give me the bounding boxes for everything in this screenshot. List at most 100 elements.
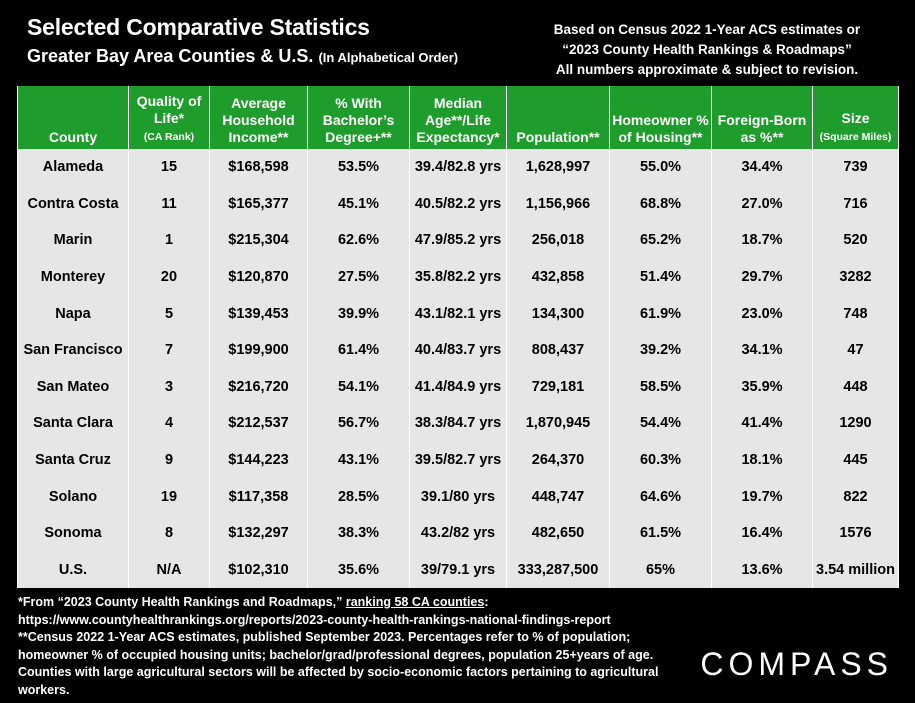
cell-homeowner: 61.9% [609, 295, 712, 332]
cell-homeowner: 51.4% [609, 258, 712, 296]
cell-foreign: 18.7% [711, 222, 813, 259]
cell-size: 520 [812, 222, 899, 259]
cell-bachelors: 43.1% [307, 441, 410, 479]
cell-size: 445 [812, 441, 899, 479]
cell-homeowner: 55.0% [609, 149, 712, 186]
cell-county: Monterey [17, 258, 129, 296]
cell-income: $132,297 [209, 514, 308, 552]
cell-income: $212,537 [209, 405, 308, 442]
table-row: Monterey 20 $120,870 27.5% 35.8/82.2 yrs 432,… [17, 258, 899, 296]
cell-foreign: 23.0% [711, 295, 813, 332]
cell-homeowner: 58.5% [609, 368, 712, 406]
cell-county: U.S. [17, 551, 129, 589]
table-row: Santa Clara 4 $212,537 56.7% 38.3/84.7 yrs 1,… [17, 405, 899, 442]
table-row: Alameda 15 $168,598 53.5% 39.4/82.8 yrs 1,628… [17, 149, 899, 186]
cell-homeowner: 54.4% [609, 405, 712, 442]
cell-quality: 15 [128, 149, 210, 186]
stats-table: County Quality of Life* (CA Rank) Average… [17, 86, 899, 589]
cell-age: 40.4/83.7 yrs [409, 331, 507, 369]
header-income: Average Household Income** [209, 86, 308, 149]
footnote-1-suffix: : [484, 595, 489, 609]
cell-homeowner: 68.8% [609, 185, 712, 223]
subtitle-text: Greater Bay Area Counties & U.S. [27, 46, 314, 66]
cell-homeowner: 65% [609, 551, 712, 589]
footnote-url: https://www.countyhealthrankings.org/rep… [18, 612, 611, 627]
cell-bachelors: 38.3% [307, 514, 410, 552]
cell-quality: 4 [128, 405, 210, 442]
table-row: U.S. N/A $102,310 35.6% 39/79.1 yrs 333,287,5… [17, 551, 899, 589]
cell-population: 482,650 [506, 514, 610, 552]
table-header-row: County Quality of Life* (CA Rank) Average… [17, 86, 899, 149]
cell-homeowner: 64.6% [609, 478, 712, 515]
cell-population: 432,858 [506, 258, 610, 296]
header-quality: Quality of Life* (CA Rank) [128, 86, 210, 149]
cell-bachelors: 39.9% [307, 295, 410, 332]
page-title: Selected Comparative Statistics [27, 14, 370, 40]
cell-quality: N/A [128, 551, 210, 589]
cell-quality: 7 [128, 331, 210, 369]
cell-bachelors: 35.6% [307, 551, 410, 589]
header-foreign: Foreign-Born as %** [711, 86, 813, 149]
cell-bachelors: 53.5% [307, 149, 410, 186]
cell-age: 39.1/80 yrs [409, 478, 507, 515]
table-row: Contra Costa 11 $165,377 45.1% 40.5/82.2 yrs… [17, 185, 899, 223]
cell-quality: 9 [128, 441, 210, 479]
table-row: Napa 5 $139,453 39.9% 43.1/82.1 yrs 134,300 61… [17, 295, 899, 332]
source-note: Based on Census 2022 1-Year ACS estimate… [527, 20, 887, 80]
footnotes: *From “2023 County Health Rankings and R… [18, 594, 678, 699]
cell-quality: 3 [128, 368, 210, 406]
cell-population: 264,370 [506, 441, 610, 479]
table-row: San Mateo 3 $216,720 54.1% 41.4/84.9 yrs 729,… [17, 368, 899, 406]
cell-size: 716 [812, 185, 899, 223]
source-note-line3: All numbers approximate & subject to rev… [555, 62, 859, 77]
cell-bachelors: 61.4% [307, 331, 410, 369]
footnote-1-link[interactable]: ranking 58 CA counties [345, 595, 485, 609]
table-row: San Francisco 7 $199,900 61.4% 40.4/83.7 yrs… [17, 331, 899, 369]
cell-quality: 8 [128, 514, 210, 552]
cell-homeowner: 65.2% [609, 222, 712, 259]
cell-income: $102,310 [209, 551, 308, 589]
cell-income: $144,223 [209, 441, 308, 479]
header-population: Population** [506, 86, 610, 149]
footnote-1: *From “2023 County Health Rankings and R… [18, 594, 678, 612]
cell-age: 35.8/82.2 yrs [409, 258, 507, 296]
cell-bachelors: 54.1% [307, 368, 410, 406]
cell-income: $139,453 [209, 295, 308, 332]
table-body: Alameda 15 $168,598 53.5% 39.4/82.8 yrs 1,628… [17, 149, 899, 589]
table-row: Sonoma 8 $132,297 38.3% 43.2/82 yrs 482,650 61… [17, 514, 899, 552]
cell-age: 39.5/82.7 yrs [409, 441, 507, 479]
footnote-1-prefix: *From “2023 County Health Rankings and R… [18, 595, 346, 609]
cell-homeowner: 60.3% [609, 441, 712, 479]
source-note-line2: “2023 County Health Rankings & Roadmaps” [562, 42, 852, 57]
cell-population: 729,181 [506, 368, 610, 406]
cell-size: 1576 [812, 514, 899, 552]
page-subtitle: Greater Bay Area Counties & U.S. (In Alp… [27, 42, 458, 72]
header-county: County [17, 86, 129, 149]
cell-quality: 19 [128, 478, 210, 515]
cell-size: 3.54 million [812, 551, 899, 589]
cell-foreign: 35.9% [711, 368, 813, 406]
cell-population: 808,437 [506, 331, 610, 369]
cell-size: 47 [812, 331, 899, 369]
cell-population: 333,287,500 [506, 551, 610, 589]
cell-county: San Francisco [17, 331, 129, 369]
cell-foreign: 19.7% [711, 478, 813, 515]
cell-homeowner: 61.5% [609, 514, 712, 552]
cell-size: 448 [812, 368, 899, 406]
cell-income: $165,377 [209, 185, 308, 223]
cell-quality: 5 [128, 295, 210, 332]
table-row: Solano 19 $117,358 28.5% 39.1/80 yrs 448,747 6… [17, 478, 899, 515]
cell-county: San Mateo [17, 368, 129, 406]
cell-county: Santa Cruz [17, 441, 129, 479]
cell-homeowner: 39.2% [609, 331, 712, 369]
cell-income: $120,870 [209, 258, 308, 296]
cell-population: 1,156,966 [506, 185, 610, 223]
cell-income: $215,304 [209, 222, 308, 259]
table-row: Marin 1 $215,304 62.6% 47.9/85.2 yrs 256,018 6… [17, 222, 899, 259]
cell-county: Napa [17, 295, 129, 332]
cell-foreign: 34.1% [711, 331, 813, 369]
cell-age: 38.3/84.7 yrs [409, 405, 507, 442]
cell-age: 43.2/82 yrs [409, 514, 507, 552]
header-size: Size (Square Miles) [812, 86, 899, 149]
cell-income: $168,598 [209, 149, 308, 186]
